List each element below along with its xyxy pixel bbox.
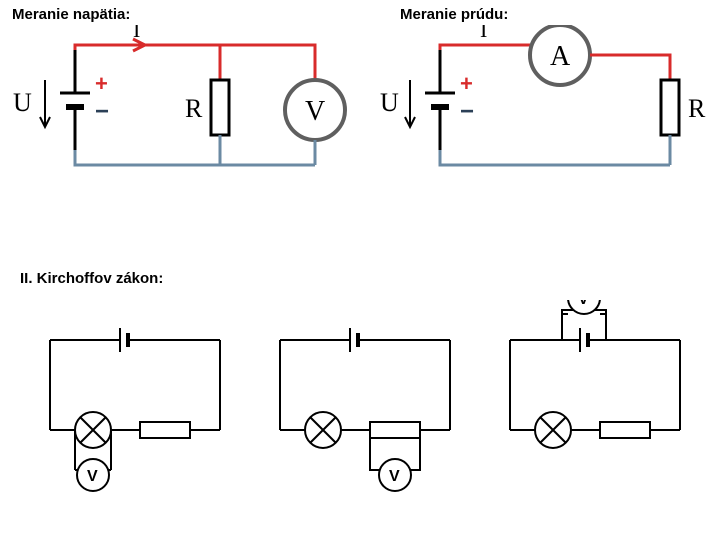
heading-kirchhoff: II. Kirchoffov zákon: (20, 270, 163, 287)
heading-voltage: Meranie napätia: (12, 6, 130, 23)
label-minus-2: − (460, 98, 474, 125)
kirchhoff-circuit-2: V (280, 328, 450, 491)
label-V-k2: V (389, 468, 400, 485)
kirchhoff-circuit-3: V (510, 300, 680, 448)
label-I-2: I (480, 25, 487, 42)
label-plus-2: + (460, 71, 473, 96)
label-U-2: U (380, 88, 399, 117)
circuit-voltage-measurement: I + − U R V (5, 25, 365, 225)
heading-current: Meranie prúdu: (400, 6, 508, 23)
kirchhoff-circuit-1: V (50, 328, 220, 491)
resistor-icon (211, 80, 229, 135)
label-A: A (550, 41, 571, 72)
label-V: V (305, 96, 325, 127)
label-R: R (185, 94, 203, 123)
label-I: I (133, 25, 140, 42)
resistor-icon-2 (661, 80, 679, 135)
label-V-k3: V (578, 300, 589, 308)
kirchhoff-circuits: V V (20, 300, 710, 530)
label-plus: + (95, 71, 108, 96)
label-R-2: R (688, 94, 706, 123)
label-V-k1: V (87, 468, 98, 485)
label-U: U (13, 88, 32, 117)
circuit-current-measurement: I A + − U R (380, 25, 720, 225)
label-minus: − (95, 98, 109, 125)
